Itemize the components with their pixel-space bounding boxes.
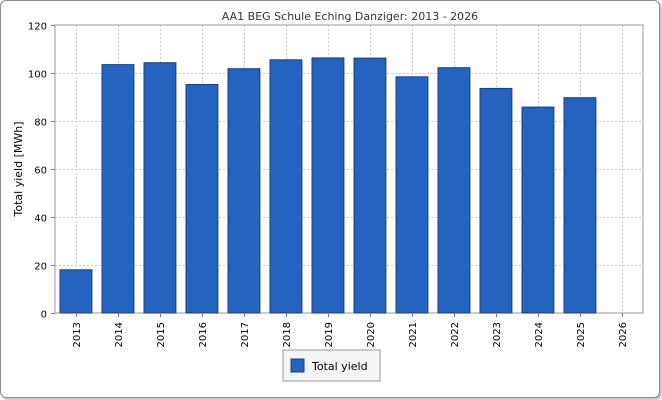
x-tick-label-2025: 2025 bbox=[576, 322, 587, 347]
y-tick-label: 100 bbox=[28, 70, 47, 81]
x-tick-label-2023: 2023 bbox=[492, 322, 503, 347]
legend-swatch bbox=[290, 358, 305, 373]
legend-box bbox=[282, 349, 381, 382]
legend-label: Total yield bbox=[311, 360, 368, 373]
bar-2015 bbox=[143, 62, 177, 314]
bar-2022 bbox=[437, 67, 471, 314]
x-tick-label-2022: 2022 bbox=[450, 322, 461, 347]
bar-2021 bbox=[395, 76, 429, 314]
bar-2024 bbox=[521, 106, 555, 314]
x-tick-label-2017: 2017 bbox=[240, 322, 251, 347]
x-tick-label-2021: 2021 bbox=[408, 322, 419, 347]
y-tick-label: 20 bbox=[34, 262, 47, 273]
y-tick-label: 80 bbox=[34, 118, 47, 129]
x-tick-label-2014: 2014 bbox=[114, 322, 125, 347]
bars bbox=[59, 57, 597, 314]
x-tick-label-2016: 2016 bbox=[198, 322, 209, 347]
bar-2023 bbox=[479, 87, 513, 314]
bar-2013 bbox=[59, 269, 93, 314]
bar-2014 bbox=[101, 64, 135, 314]
y-tick-label: 40 bbox=[34, 214, 47, 225]
legend[interactable]: Total yield bbox=[282, 349, 381, 382]
y-tick-label: 60 bbox=[34, 166, 47, 177]
y-axis-label: Total yield [MWh] bbox=[12, 122, 25, 218]
bar-2025 bbox=[563, 97, 597, 314]
bar-2016 bbox=[185, 84, 219, 314]
x-tick-label-2018: 2018 bbox=[282, 322, 293, 347]
x-tick-label-2015: 2015 bbox=[156, 322, 167, 347]
y-axis-ticks: 0 20 40 60 80 100 120 bbox=[28, 22, 55, 321]
bar-2020 bbox=[353, 57, 387, 314]
y-tick-label: 0 bbox=[41, 310, 47, 321]
x-axis-ticks: 2013 2014 2015 2016 2017 2018 2019 2020 2021 2022… bbox=[72, 313, 629, 347]
bar-2017 bbox=[227, 68, 261, 314]
bar-2018 bbox=[269, 59, 303, 314]
y-tick-label: 120 bbox=[28, 22, 47, 33]
x-tick-label-2013: 2013 bbox=[72, 322, 83, 347]
x-tick-label-2020: 2020 bbox=[366, 322, 377, 347]
x-tick-label-2026: 2026 bbox=[618, 322, 629, 347]
chart-title: AA1 BEG Schule Eching Danziger: 2013 - 2… bbox=[222, 10, 478, 23]
x-tick-label-2019: 2019 bbox=[324, 322, 335, 347]
x-tick-label-2024: 2024 bbox=[534, 322, 545, 347]
bar-2019 bbox=[311, 57, 345, 314]
